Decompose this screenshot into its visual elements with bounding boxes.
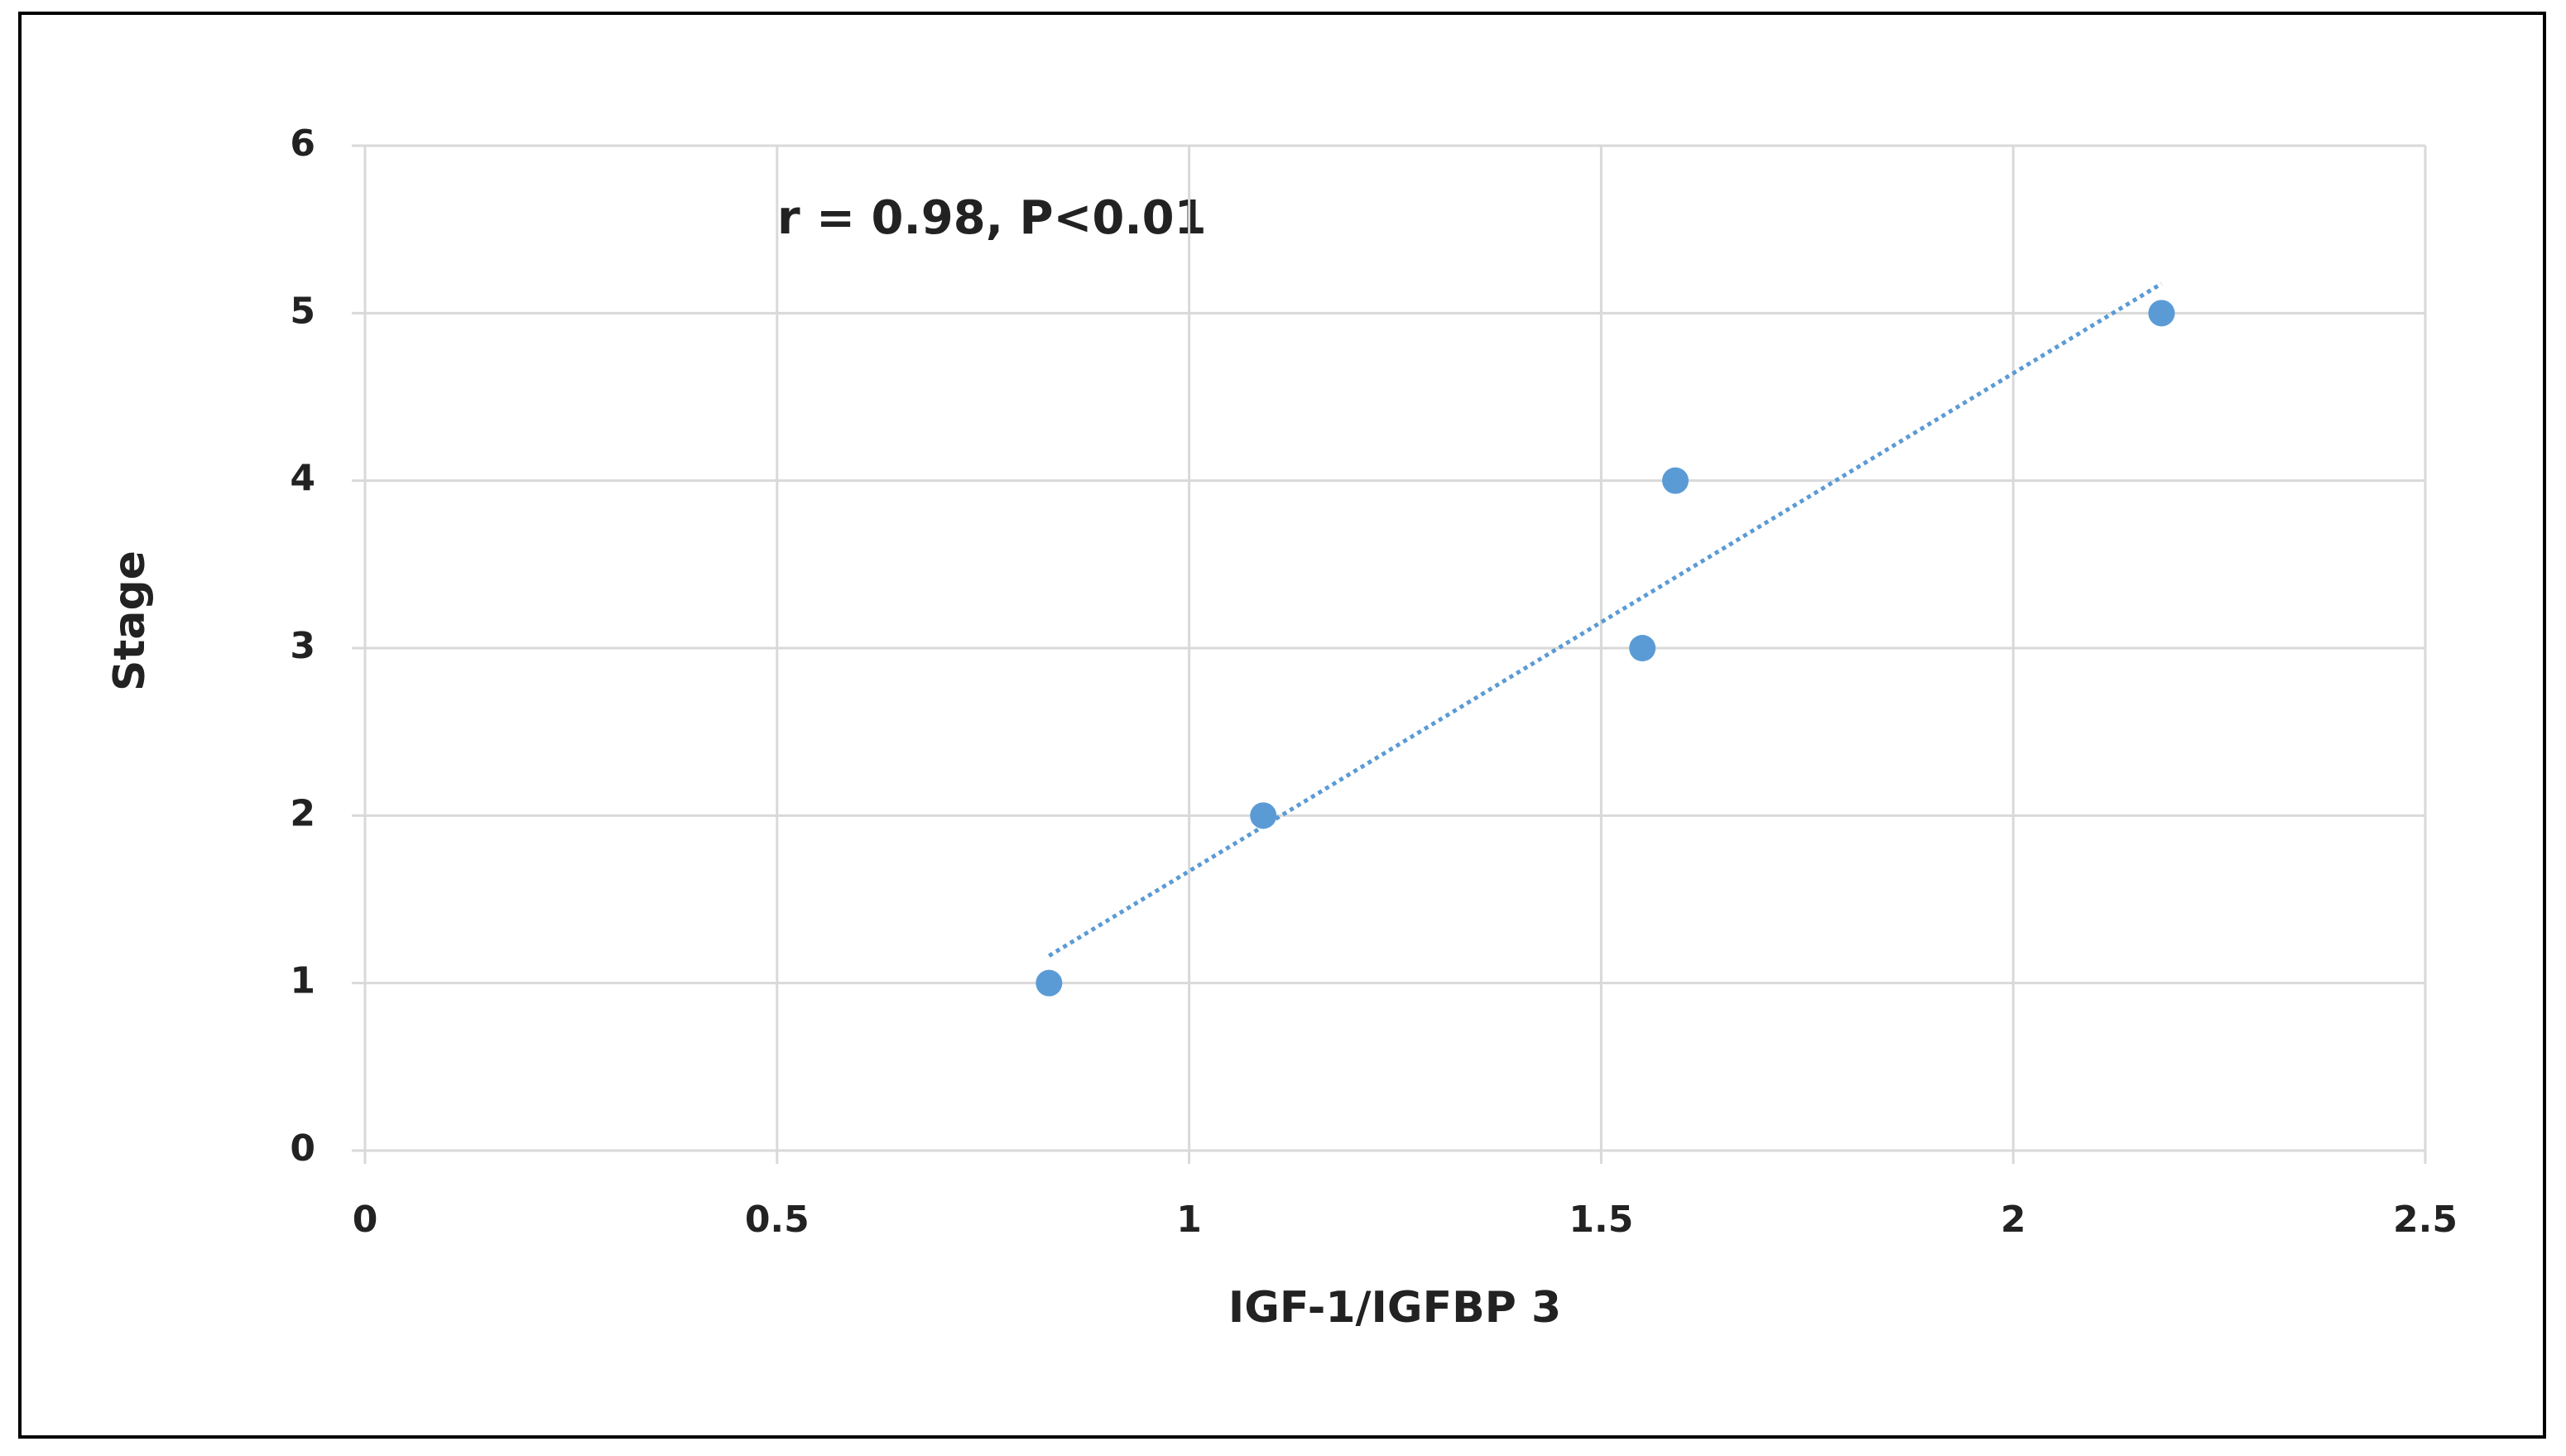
point bbox=[2148, 300, 2175, 327]
annotation: r = 0.98, P<0.01 bbox=[777, 191, 1207, 245]
y-axis-label: Stage bbox=[105, 550, 155, 691]
x-tick-label: 2.5 bbox=[2393, 1199, 2458, 1241]
point bbox=[1036, 969, 1063, 997]
point bbox=[1662, 467, 1689, 494]
x-tick-label: 0 bbox=[353, 1199, 378, 1241]
x-tick-label: 1 bbox=[1176, 1199, 1202, 1241]
point bbox=[1250, 802, 1277, 829]
x-tick-label: 2 bbox=[2001, 1199, 2026, 1241]
y-tick-label: 0 bbox=[290, 1127, 315, 1170]
frame bbox=[18, 12, 2546, 1439]
y-tick-label: 6 bbox=[290, 123, 315, 165]
y-tick-label: 2 bbox=[290, 792, 315, 834]
y-tick-label: 5 bbox=[290, 290, 315, 332]
point bbox=[1629, 635, 1656, 661]
x-tick-label: 0.5 bbox=[745, 1199, 810, 1241]
y-tick-label: 1 bbox=[290, 960, 315, 1002]
trendline bbox=[1048, 281, 2163, 958]
x-tick-label: 1.5 bbox=[1569, 1199, 1633, 1241]
x-axis-label: IGF-1/IGFBP 3 bbox=[1228, 1283, 1561, 1333]
y-tick-label: 3 bbox=[290, 625, 315, 667]
y-tick-label: 4 bbox=[290, 458, 315, 500]
